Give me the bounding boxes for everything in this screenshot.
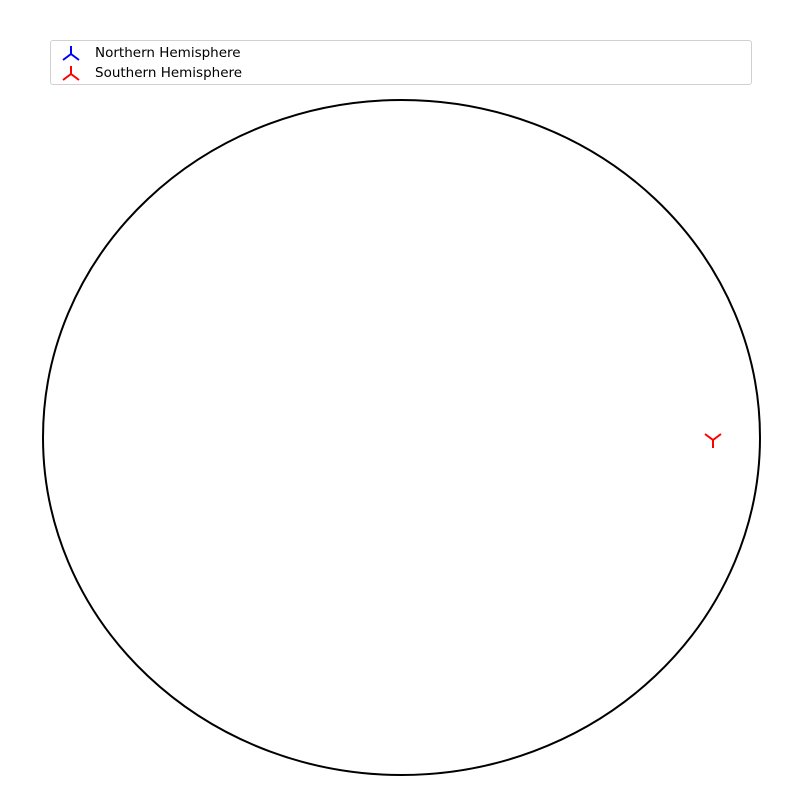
globe-outline: [42, 99, 761, 776]
legend: Northern Hemisphere Southern Hemisphere: [50, 40, 752, 85]
tri-up-marker-icon: [62, 46, 80, 61]
southern-hemisphere-point: [704, 433, 722, 448]
tri-up-marker-icon: [62, 66, 80, 81]
legend-entry-northern: Northern Hemisphere: [59, 43, 241, 63]
legend-label-southern: Southern Hemisphere: [95, 65, 243, 81]
legend-entry-southern: Southern Hemisphere: [59, 63, 242, 83]
legend-label-northern: Northern Hemisphere: [95, 45, 241, 61]
